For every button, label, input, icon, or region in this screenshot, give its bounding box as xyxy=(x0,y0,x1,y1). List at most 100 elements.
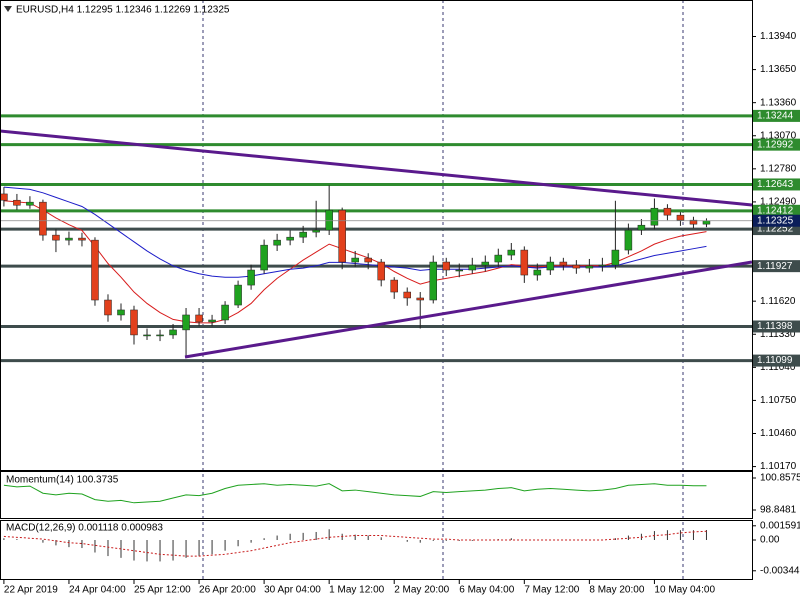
x-tick-label: 30 Apr 04:00 xyxy=(264,585,321,596)
y-tick-label: 1.12490 xyxy=(760,197,797,208)
x-tick-label: 25 Apr 12:00 xyxy=(134,585,191,596)
candle-body xyxy=(676,214,685,221)
last-price-label: 1.12325 xyxy=(757,215,794,226)
macd-frame xyxy=(0,520,753,580)
price-level-tag xyxy=(753,320,800,333)
x-tick-label: 10 May 04:00 xyxy=(654,585,715,596)
candle-body xyxy=(702,220,711,225)
x-tick-label: 6 May 04:00 xyxy=(459,585,514,596)
x-tick-label: 1 May 12:00 xyxy=(329,585,384,596)
candle-body xyxy=(260,244,268,271)
price-level-label: 1.11927 xyxy=(757,261,793,272)
candle-body xyxy=(468,264,477,271)
candle-body xyxy=(52,234,60,241)
candle-body xyxy=(130,309,138,336)
candle-body xyxy=(403,291,411,299)
x-tick-label: 8 May 20:00 xyxy=(589,585,644,596)
candle-body xyxy=(91,239,99,301)
candle-body xyxy=(598,264,607,267)
y-tick-label: 1.13940 xyxy=(760,31,797,42)
candle-body xyxy=(637,224,646,231)
y-tick-label: 0.001591 xyxy=(760,520,800,531)
candle-body xyxy=(234,284,242,306)
candle-body xyxy=(156,334,164,337)
candle-body xyxy=(559,261,568,266)
candle-body xyxy=(624,229,633,251)
y-tick-label: -0.003448 xyxy=(760,565,800,576)
x-tick-label: 7 May 12:00 xyxy=(524,585,579,596)
price-level-label: 1.12643 xyxy=(757,179,794,190)
momentum-title: Momentum(14) 100.3735 xyxy=(6,475,119,486)
candle-body xyxy=(416,297,424,301)
candle-body xyxy=(221,304,229,321)
candle-body xyxy=(13,199,21,206)
candle-body xyxy=(325,209,333,231)
x-tick-label: 2 May 20:00 xyxy=(394,585,449,596)
y-tick-label: 0.00 xyxy=(760,535,780,546)
main-frame xyxy=(0,0,753,471)
candle-body xyxy=(104,299,112,316)
candle-body xyxy=(520,249,529,276)
x-tick-label: 24 Apr 04:00 xyxy=(69,585,126,596)
candle-body xyxy=(663,207,672,216)
candle-body xyxy=(429,261,437,301)
y-tick-label: 1.13070 xyxy=(760,130,797,141)
candle-body xyxy=(494,254,503,263)
trendline xyxy=(0,129,753,207)
y-tick-label: 98.8481 xyxy=(760,505,797,516)
y-tick-label: 100.8575 xyxy=(760,473,800,484)
candle-body xyxy=(507,249,516,256)
price-level-tag xyxy=(753,138,800,151)
momentum-frame xyxy=(0,471,753,519)
y-tick-label: 1.11620 xyxy=(760,296,796,307)
candle-body xyxy=(273,239,281,246)
y-tick-label: 1.10170 xyxy=(760,461,797,472)
candle-body xyxy=(312,229,320,233)
candle-body xyxy=(65,237,73,241)
macd-title: MACD(12,26,9) 0.001118 0.000983 xyxy=(6,523,163,534)
candle-body xyxy=(390,279,398,293)
trendline xyxy=(184,260,753,359)
candle-body xyxy=(351,257,359,263)
candle-body xyxy=(364,257,372,263)
candle-body xyxy=(208,319,216,323)
candle-body xyxy=(650,207,659,226)
candle-body xyxy=(299,231,307,238)
candle-body xyxy=(39,201,47,236)
candle-body xyxy=(169,329,177,336)
candle-body xyxy=(572,264,581,269)
price-level-tag xyxy=(753,260,800,273)
candle-body xyxy=(338,209,346,263)
y-tick-label: 1.10750 xyxy=(760,395,797,406)
price-level-tag xyxy=(753,354,800,367)
candle-body xyxy=(689,219,698,225)
price-level-label: 1.12412 xyxy=(757,205,794,216)
candle-body xyxy=(585,265,594,269)
candle-body xyxy=(481,261,490,266)
candle-body xyxy=(78,237,86,241)
candle-body xyxy=(195,314,203,323)
price-level-label: 1.13244 xyxy=(757,111,794,122)
candle-body xyxy=(442,261,451,271)
candle-body xyxy=(117,309,125,316)
price-level-label: 1.12992 xyxy=(757,139,794,150)
y-tick-label: 1.11040 xyxy=(760,362,796,373)
candle-body xyxy=(247,269,255,286)
symbol-icon xyxy=(4,6,12,12)
candle-body xyxy=(182,314,190,331)
candle-body xyxy=(26,201,34,206)
candle-body xyxy=(611,249,620,266)
chart-title: EURUSD,H4 1.12295 1.12346 1.12269 1.1232… xyxy=(16,5,230,16)
candle-body xyxy=(533,269,542,276)
candle-body xyxy=(143,334,151,337)
signal-line xyxy=(3,530,707,557)
price-level-tag xyxy=(753,178,800,191)
price-level-label: 1.11398 xyxy=(757,321,793,332)
y-tick-label: 1.13650 xyxy=(760,64,797,75)
y-tick-label: 1.11330 xyxy=(760,329,796,340)
candle-body xyxy=(455,269,464,272)
price-level-label: 1.12252 xyxy=(757,224,794,235)
price-level-label: 1.11099 xyxy=(757,355,793,366)
y-tick-label: 1.13360 xyxy=(760,97,797,108)
